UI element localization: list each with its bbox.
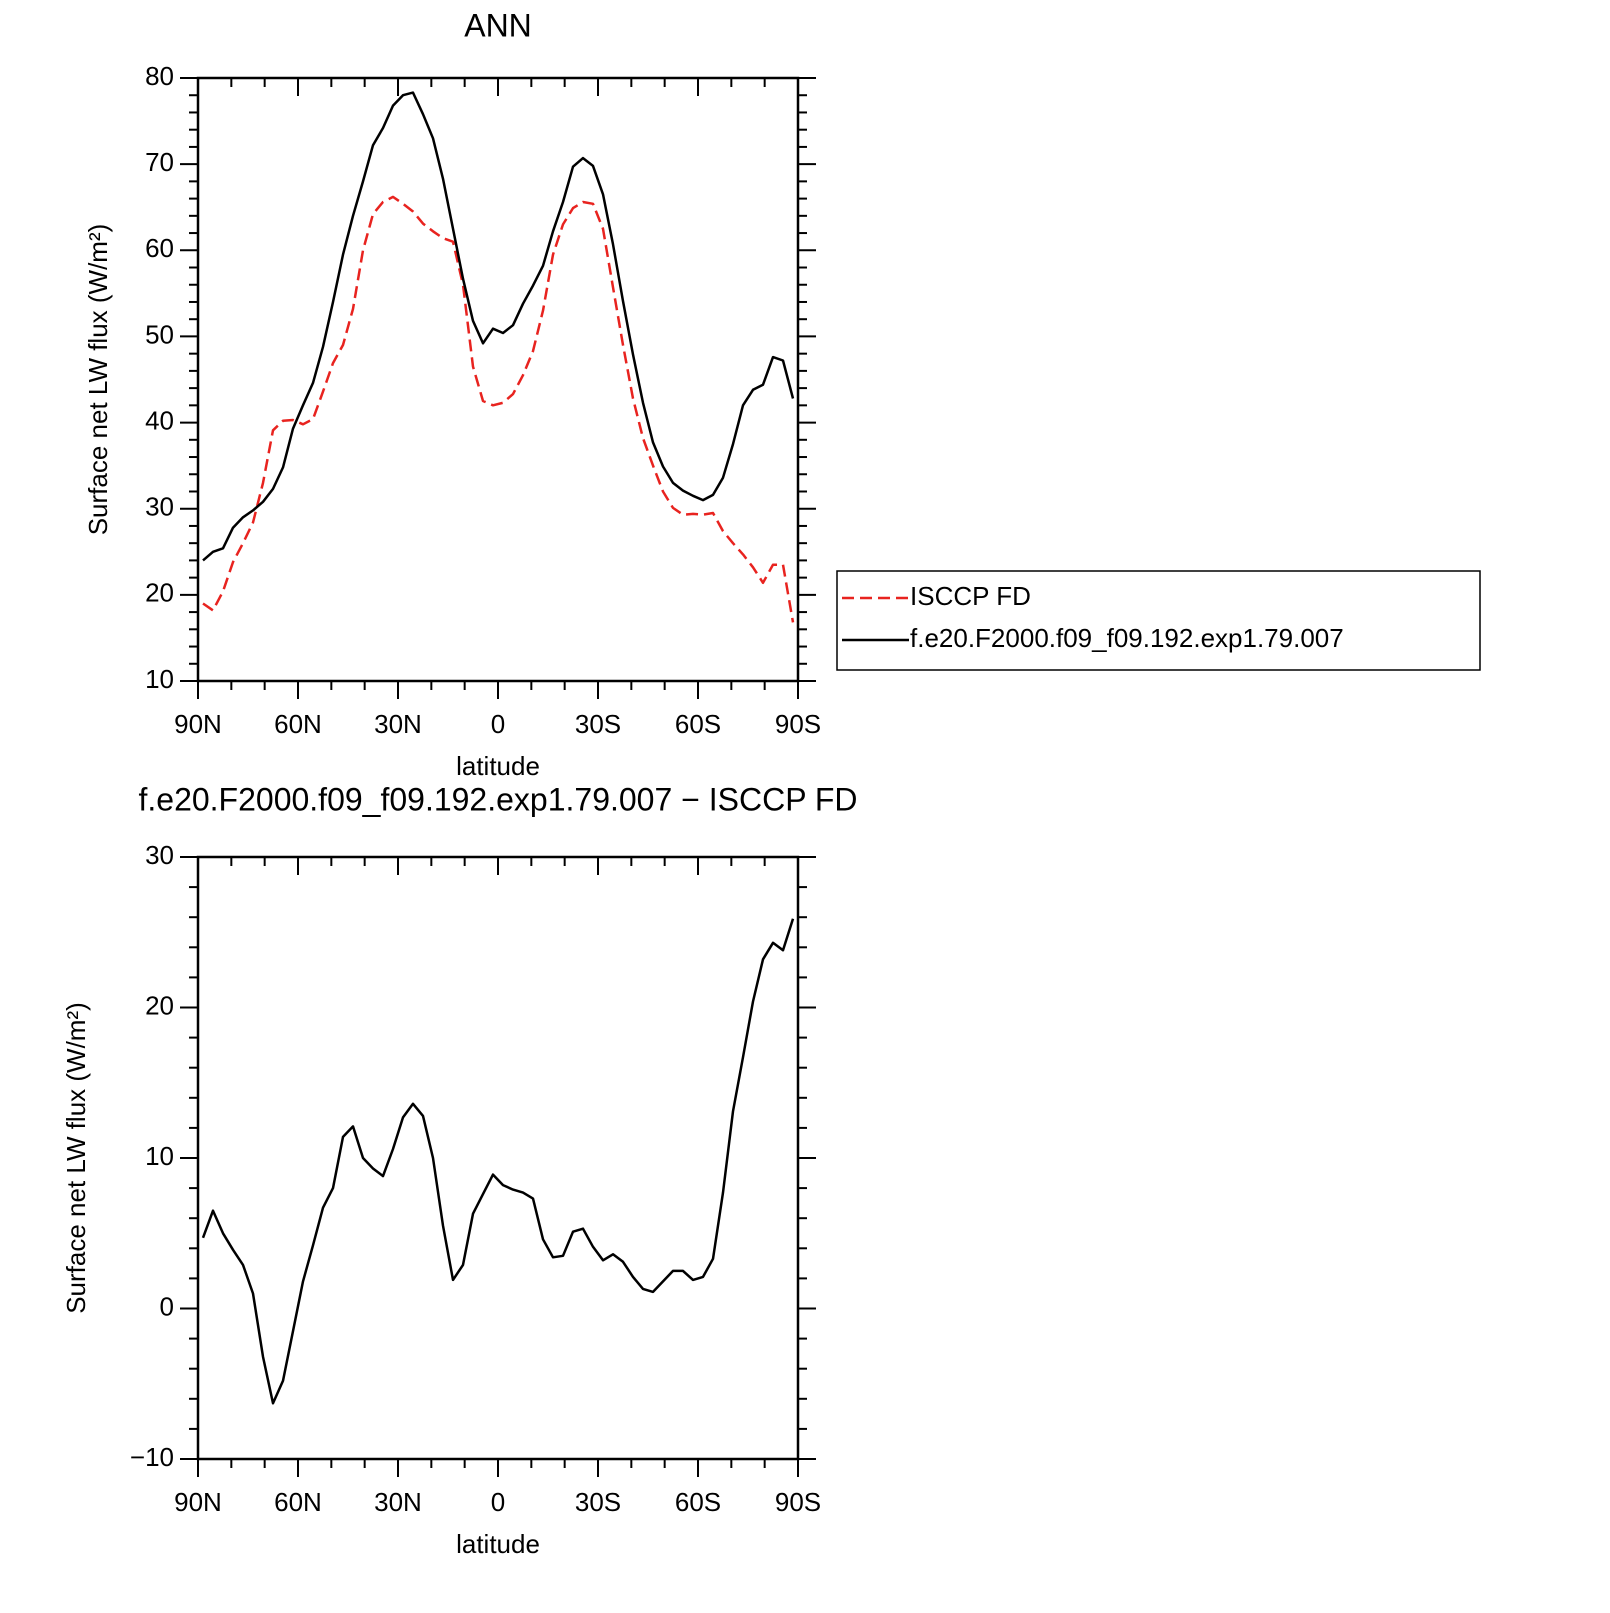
x-axis-label: latitude — [456, 751, 540, 781]
x-tick-label: 30S — [575, 709, 621, 739]
y-tick-label: 70 — [145, 147, 174, 177]
y-tick-label: −10 — [130, 1442, 174, 1472]
y-tick-label: 30 — [145, 492, 174, 522]
x-tick-label: 90S — [775, 709, 821, 739]
chart-title: ANN — [464, 7, 532, 43]
y-tick-label: 30 — [145, 840, 174, 870]
x-tick-label: 0 — [491, 709, 505, 739]
x-tick-label: 60S — [675, 1487, 721, 1517]
y-axis-label: Surface net LW flux (W/m²) — [61, 1002, 91, 1314]
y-tick-label: 60 — [145, 233, 174, 263]
x-tick-label: 30N — [374, 709, 422, 739]
data-line — [202, 195, 795, 623]
plot-frame — [196, 855, 800, 1461]
y-tick-label: 50 — [145, 319, 174, 349]
x-tick-label: 90N — [174, 1487, 222, 1517]
x-tick-label: 30S — [575, 1487, 621, 1517]
x-tick-label: 60N — [274, 1487, 322, 1517]
data-line — [202, 91, 795, 562]
y-axis-label: Surface net LW flux (W/m²) — [83, 224, 113, 536]
x-tick-label: 30N — [374, 1487, 422, 1517]
plot-frame — [196, 76, 800, 683]
legend-label: ISCCP FD — [910, 581, 1031, 611]
y-tick-label: 20 — [145, 578, 174, 608]
x-tick-label: 60S — [675, 709, 721, 739]
legend-box — [836, 570, 1481, 671]
data-line — [201, 918, 795, 1405]
y-tick-label: 20 — [145, 990, 174, 1020]
y-tick-label: 80 — [145, 61, 174, 91]
x-tick-label: 0 — [491, 1487, 505, 1517]
y-tick-label: 40 — [145, 405, 174, 435]
x-tick-label: 90S — [775, 1487, 821, 1517]
y-tick-label: 0 — [160, 1291, 174, 1321]
y-tick-label: 10 — [145, 1141, 174, 1171]
x-tick-label: 90N — [174, 709, 222, 739]
x-tick-label: 60N — [274, 709, 322, 739]
legend-label: f.e20.F2000.f09_f09.192.exp1.79.007 — [910, 623, 1344, 653]
y-tick-label: 10 — [145, 664, 174, 694]
x-axis-label: latitude — [456, 1529, 540, 1559]
chart-title: f.e20.F2000.f09_f09.192.exp1.79.007 − IS… — [138, 781, 857, 817]
